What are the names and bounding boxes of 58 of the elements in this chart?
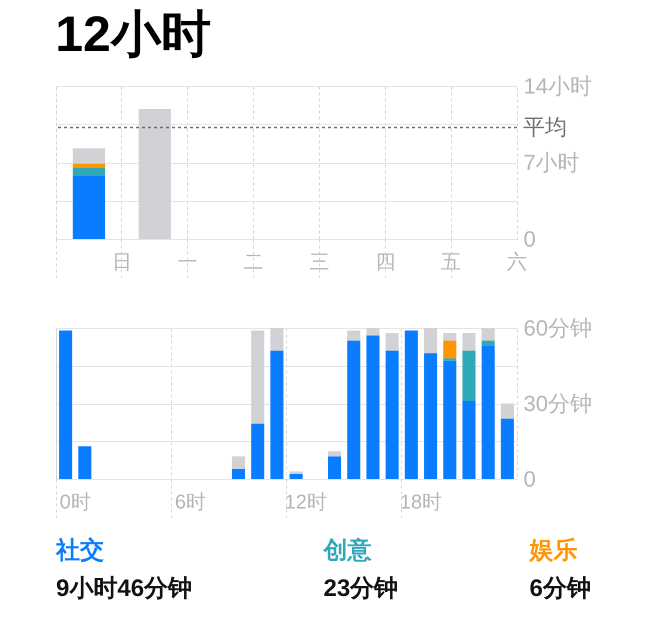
bar bbox=[424, 328, 438, 354]
x-tick-label: 18时 bbox=[400, 492, 442, 514]
bar bbox=[232, 456, 246, 469]
bar bbox=[443, 333, 456, 341]
y-tick-label: 0 bbox=[524, 226, 536, 252]
bar bbox=[482, 340, 495, 346]
bar bbox=[290, 474, 303, 479]
x-tick-label: 四 bbox=[375, 252, 396, 274]
x-tick-label: 二 bbox=[244, 252, 264, 274]
text: 创意 bbox=[322, 537, 372, 564]
bar bbox=[462, 333, 476, 351]
text: 23分钟 bbox=[324, 575, 398, 602]
y-tick-label: 60分钟 bbox=[524, 316, 592, 340]
bar bbox=[328, 451, 342, 456]
bar bbox=[443, 358, 456, 361]
bar bbox=[328, 456, 342, 479]
bar bbox=[251, 330, 264, 424]
bar bbox=[386, 333, 399, 351]
bar bbox=[347, 330, 360, 341]
x-tick-label: 三 bbox=[309, 252, 330, 274]
x-tick-label: 0时 bbox=[60, 492, 91, 514]
x-tick-label: 六 bbox=[507, 252, 527, 274]
text: 社交 bbox=[55, 537, 104, 564]
bar bbox=[443, 360, 456, 479]
bar bbox=[270, 350, 284, 479]
x-tick-label: 6时 bbox=[174, 492, 206, 514]
bar bbox=[500, 404, 514, 419]
bar bbox=[78, 446, 92, 479]
y-tick-label: 7小时 bbox=[524, 150, 580, 175]
x-tick-label: 一 bbox=[178, 252, 198, 274]
bar bbox=[347, 340, 360, 479]
text: 6分钟 bbox=[530, 575, 591, 602]
bar bbox=[59, 330, 72, 479]
bar bbox=[366, 336, 380, 479]
text: 9小时46分钟 bbox=[56, 575, 192, 602]
bar bbox=[232, 468, 246, 479]
chart-title: 12小时 bbox=[55, 6, 211, 62]
bar bbox=[482, 346, 495, 479]
bar bbox=[251, 424, 264, 479]
bar bbox=[404, 330, 418, 479]
y-tick-label: 0 bbox=[524, 466, 536, 492]
bar bbox=[462, 400, 476, 479]
y-tick-label: 30分钟 bbox=[524, 391, 592, 416]
bar bbox=[482, 328, 495, 341]
bar bbox=[443, 340, 456, 358]
bar bbox=[270, 328, 284, 351]
bar bbox=[462, 350, 476, 401]
bar bbox=[290, 471, 303, 474]
y-tick-label: 14小时 bbox=[524, 74, 592, 98]
x-tick-label: 12时 bbox=[284, 492, 327, 514]
bar bbox=[500, 418, 514, 479]
ref-line-label: 平均 bbox=[523, 114, 567, 140]
bar bbox=[424, 353, 438, 479]
x-tick-label: 五 bbox=[441, 252, 462, 274]
bar bbox=[386, 350, 399, 479]
x-tick-label: 日 bbox=[112, 252, 132, 274]
text: 娱乐 bbox=[528, 537, 578, 564]
bar bbox=[366, 328, 380, 336]
